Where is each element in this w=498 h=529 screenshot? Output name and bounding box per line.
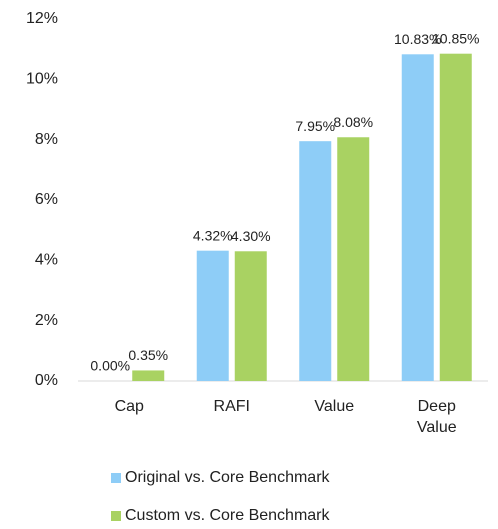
y-tick-label: 6% (35, 191, 58, 208)
y-tick-label: 4% (35, 252, 58, 269)
y-tick-label: 8% (35, 131, 58, 148)
x-tick-label: Deep Value (417, 398, 457, 436)
value-label: 8.08% (333, 114, 373, 130)
value-label: 0.35% (128, 347, 168, 363)
y-tick-label: 12% (26, 10, 58, 27)
bar (299, 141, 332, 381)
y-tick-label: 0% (35, 372, 58, 389)
legend-swatch (111, 473, 121, 483)
bar (132, 370, 165, 381)
bar (439, 53, 472, 382)
bar (401, 54, 434, 382)
legend-label: Original vs. Core Benchmark (125, 469, 331, 486)
bar (234, 251, 267, 381)
y-tick-label: 10% (26, 71, 58, 88)
x-tick-label: RAFI (214, 398, 250, 415)
value-label: 10.83% (394, 31, 441, 47)
x-tick-label: Value (314, 398, 354, 415)
value-label: 4.30% (231, 228, 271, 244)
y-tick-label: 2% (35, 312, 58, 329)
bar (337, 137, 370, 381)
value-label: 0.00% (90, 358, 130, 374)
x-tick-label: Cap (115, 398, 144, 415)
value-label: 7.95% (295, 118, 335, 134)
legend-label: Custom vs. Core Benchmark (125, 507, 331, 524)
legend-swatch (111, 511, 121, 521)
value-label: 10.85% (432, 30, 479, 46)
value-label: 4.32% (193, 227, 233, 243)
bar (196, 250, 229, 381)
